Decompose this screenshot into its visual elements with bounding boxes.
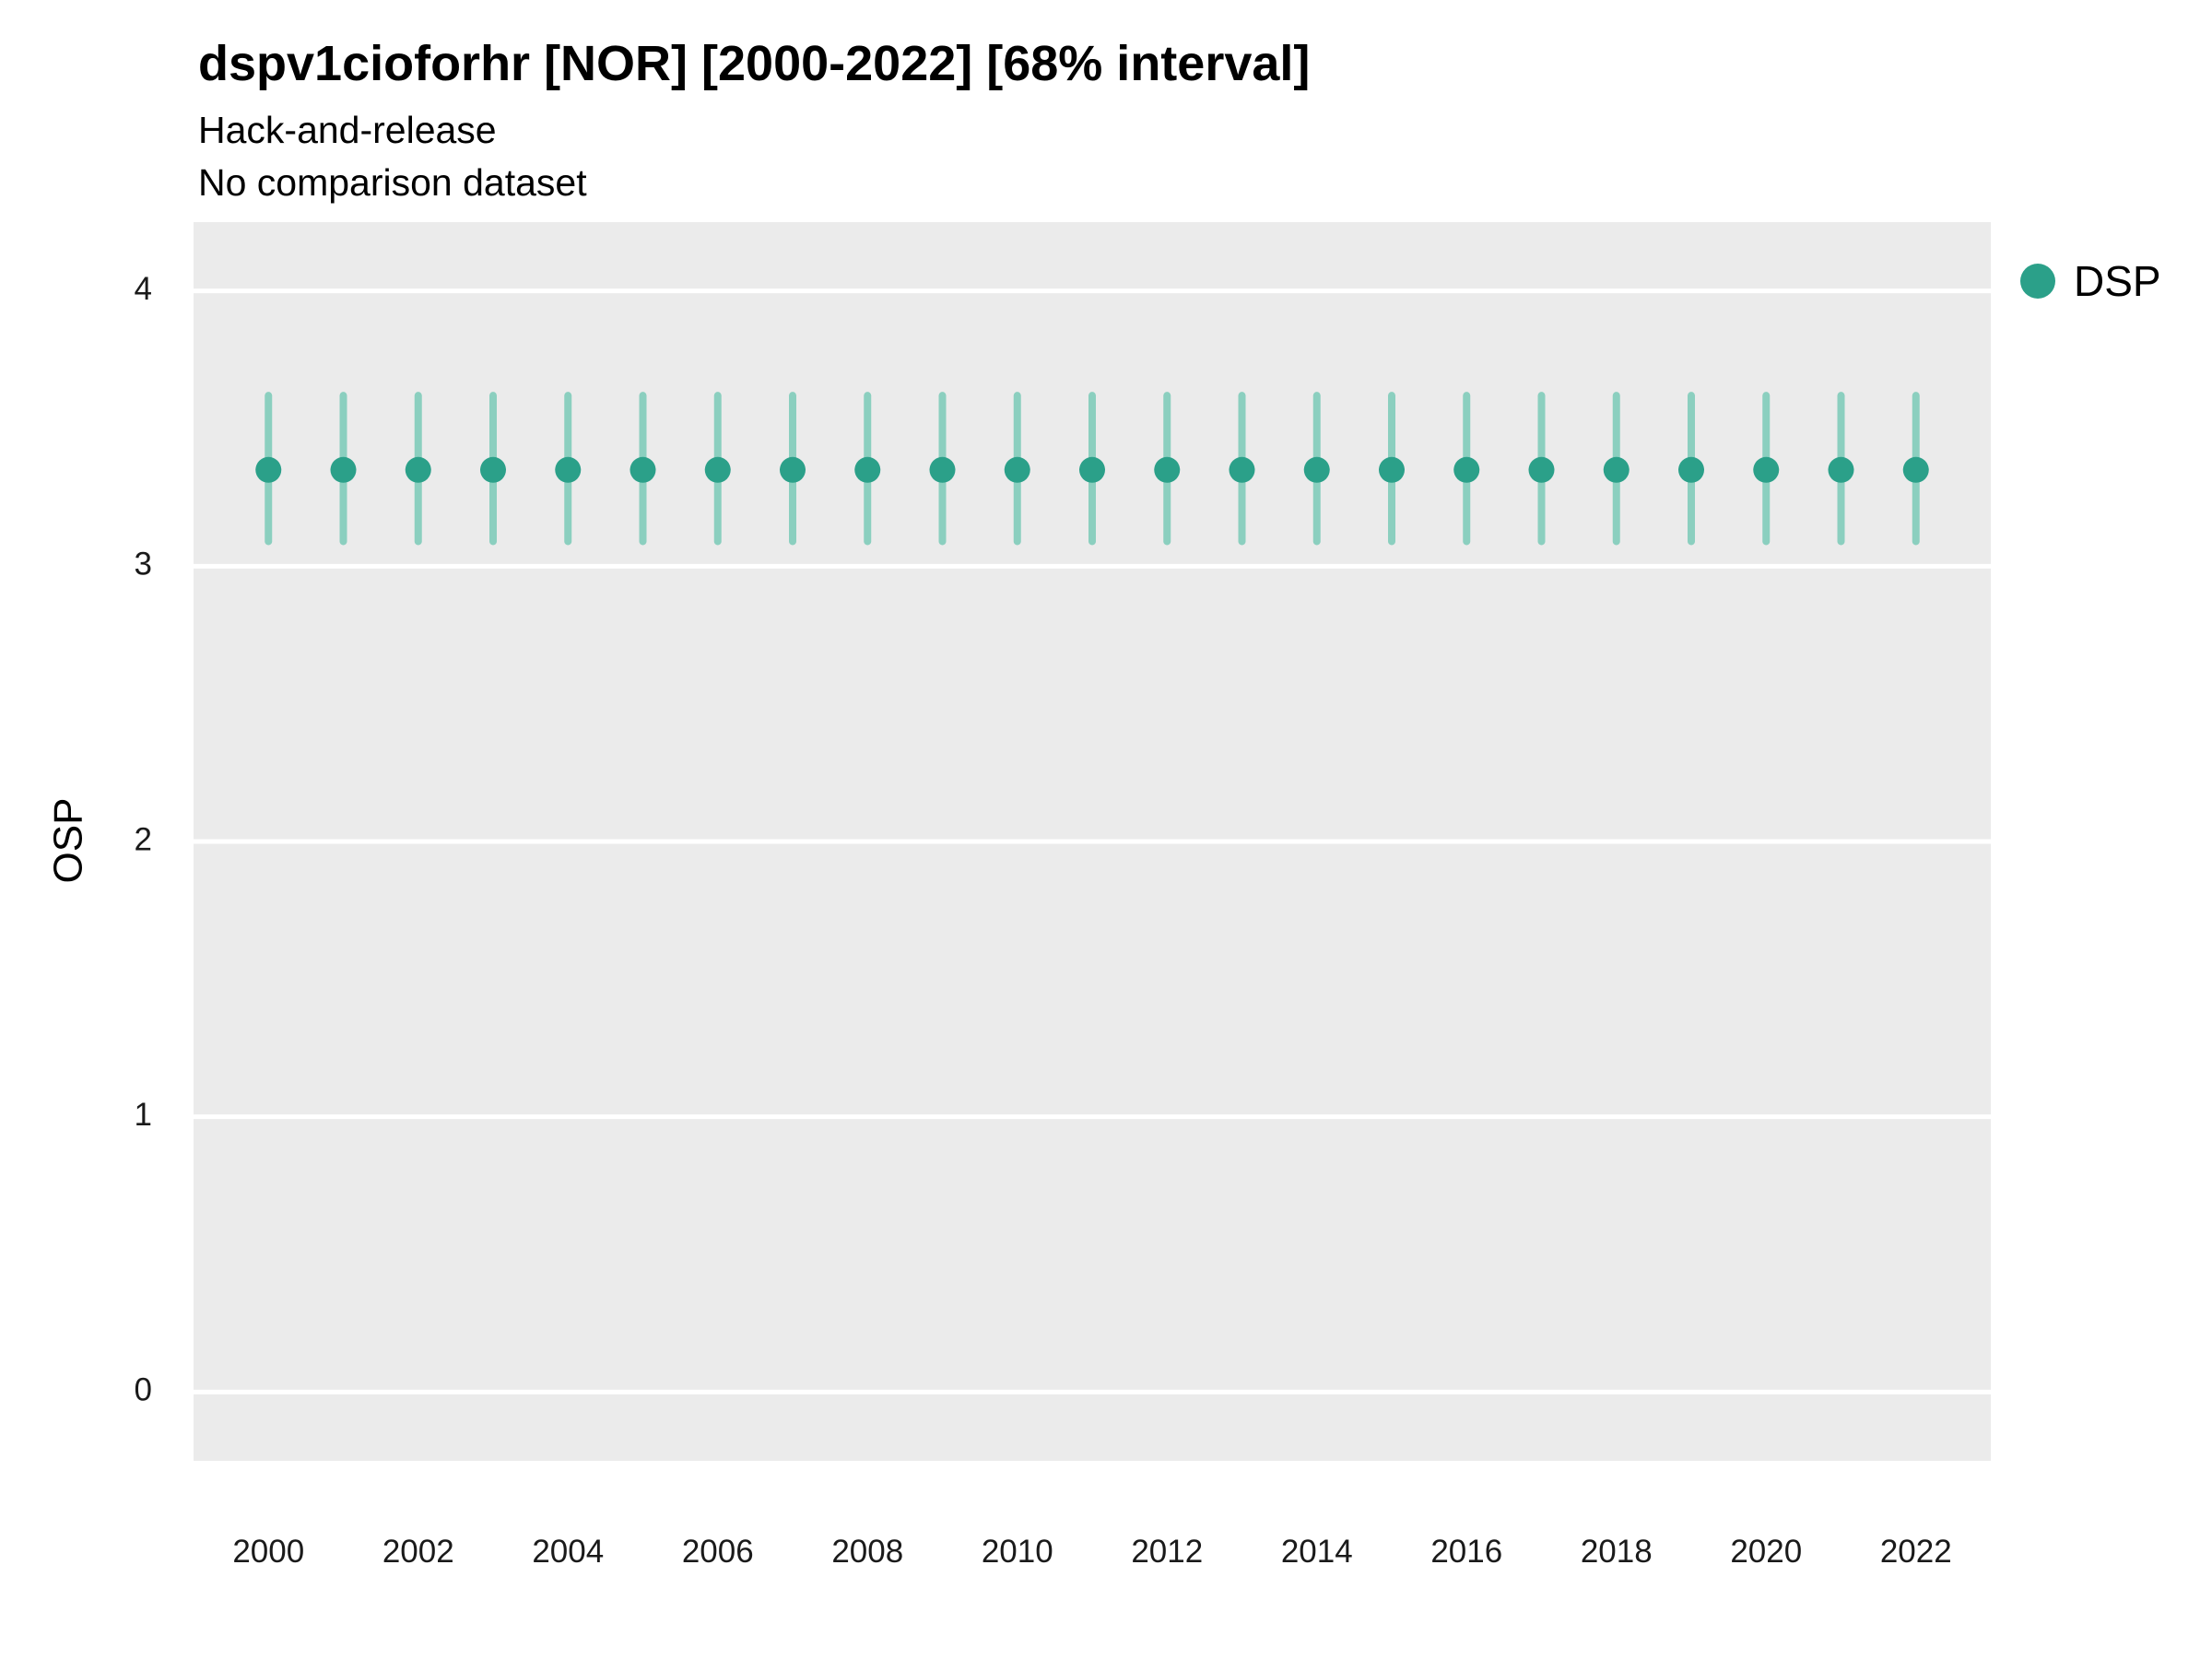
data-point	[704, 456, 731, 483]
data-point	[1753, 456, 1780, 483]
legend: DSP	[2020, 256, 2161, 306]
y-tick-label: 1	[135, 1097, 152, 1133]
x-tick-label: 2004	[532, 1534, 604, 1570]
data-point	[1528, 456, 1555, 483]
x-tick-label: 2016	[1430, 1534, 1502, 1570]
data-point	[629, 456, 656, 483]
chart-subtitle: Hack-and-release	[198, 109, 497, 151]
data-point	[555, 456, 582, 483]
x-tick-label: 2020	[1730, 1534, 1802, 1570]
x-tick-label: 2022	[1880, 1534, 1952, 1570]
data-point	[1603, 456, 1630, 483]
y-tick-label: 4	[135, 271, 152, 307]
data-point	[480, 456, 506, 483]
x-tick-label: 2002	[382, 1534, 454, 1570]
x-tick-label: 2000	[232, 1534, 304, 1570]
y-tick-label: 3	[135, 547, 152, 582]
x-tick-label: 2010	[982, 1534, 1053, 1570]
x-tick-label: 2008	[831, 1534, 903, 1570]
data-point	[1678, 456, 1704, 483]
chart-title: dspv1cioforhr [NOR] [2000-2022] [68% int…	[198, 36, 1311, 91]
y-tick-label: 0	[135, 1372, 152, 1408]
y-tick-label: 2	[135, 821, 152, 857]
data-point	[255, 456, 282, 483]
data-point	[929, 456, 956, 483]
legend-label: DSP	[2074, 257, 2161, 305]
data-point	[1079, 456, 1105, 483]
x-tick-label: 2014	[1281, 1534, 1353, 1570]
data-point	[405, 456, 431, 483]
data-point	[1379, 456, 1405, 483]
data-point	[330, 456, 357, 483]
data-point	[1902, 456, 1929, 483]
x-tick-label: 2012	[1131, 1534, 1203, 1570]
data-point	[1229, 456, 1255, 483]
data-point	[1303, 456, 1330, 483]
data-point	[1828, 456, 1854, 483]
data-point	[1004, 456, 1030, 483]
legend-dot-icon	[2020, 264, 2055, 299]
x-tick-label: 2006	[682, 1534, 754, 1570]
data-point	[1453, 456, 1480, 483]
x-tick-label: 2018	[1581, 1534, 1653, 1570]
data-point	[854, 456, 881, 483]
data-point	[780, 456, 806, 483]
chart-comparison-note: No comparison dataset	[198, 161, 587, 204]
data-point	[1154, 456, 1181, 483]
